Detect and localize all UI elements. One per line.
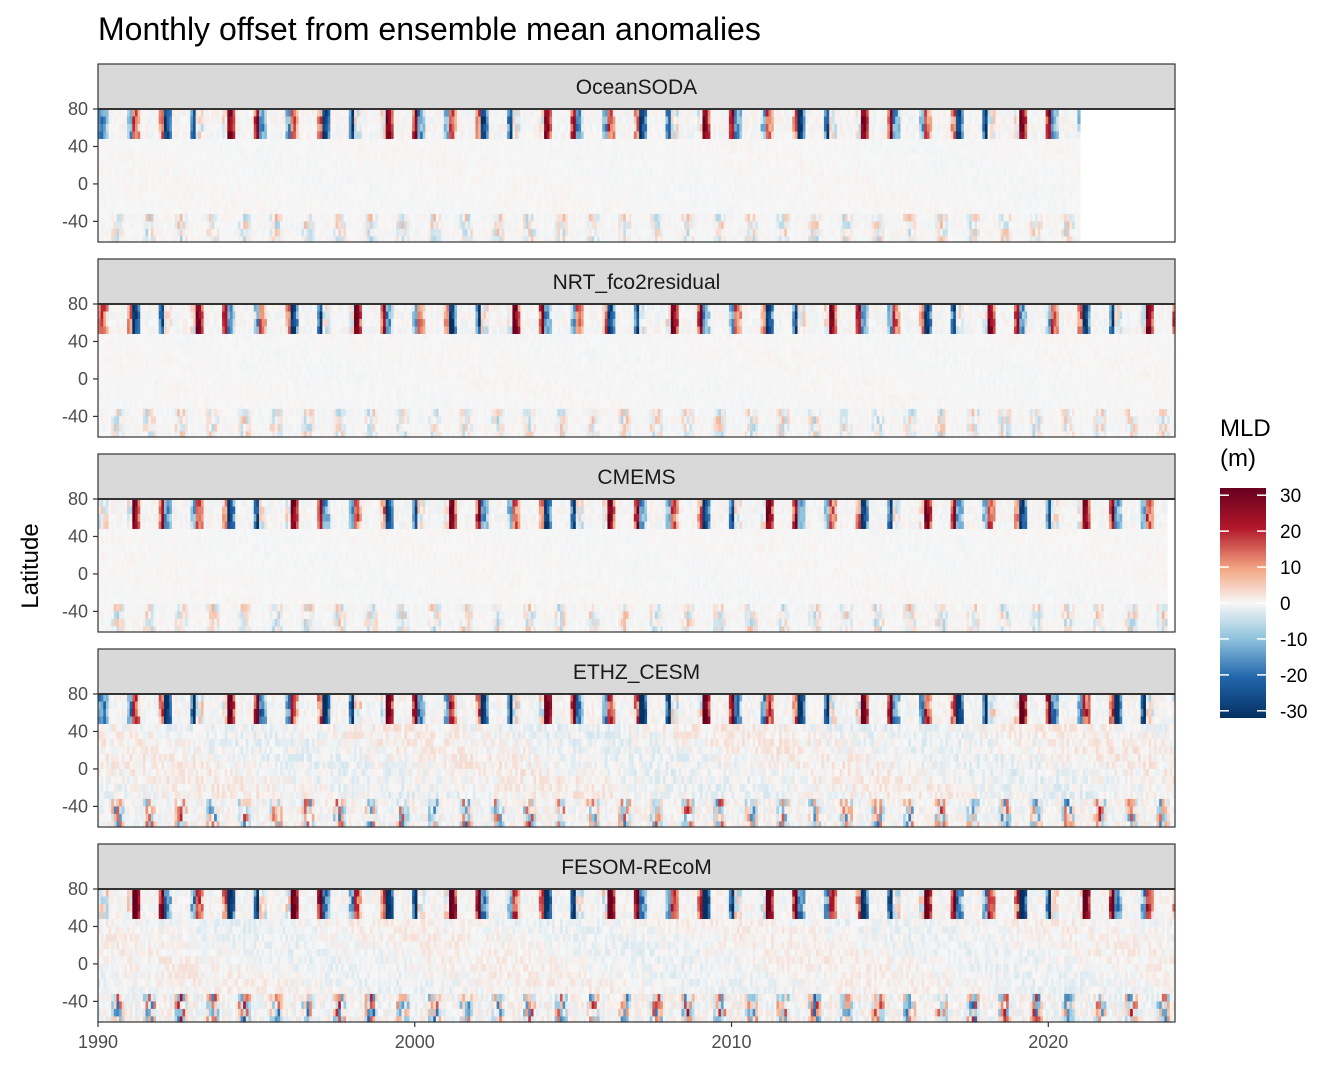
- y-tick-label: -40: [62, 601, 88, 621]
- y-tick-label: 40: [68, 526, 88, 546]
- x-tick-label: 1990: [78, 1032, 118, 1052]
- y-tick-label: 40: [68, 136, 88, 156]
- y-tick-label: 80: [68, 489, 88, 509]
- chart-title: Monthly offset from ensemble mean anomal…: [98, 11, 761, 47]
- x-tick-label: 2010: [712, 1032, 752, 1052]
- heatmap-cells: [98, 109, 1081, 243]
- facet-panel: CMEMS -40 0 40 80: [62, 453, 1176, 633]
- facet-panels: OceanSODA -40 0 40 80 NRT_fco2residual -40 0 40 8…: [62, 63, 1176, 1023]
- x-tick-label: 2000: [395, 1032, 435, 1052]
- legend-title-line1: MLD: [1220, 415, 1271, 442]
- heatmap-cells: [98, 499, 1168, 633]
- facet-strip: [97, 258, 1176, 305]
- facet-panel: OceanSODA -40 0 40 80: [62, 63, 1176, 243]
- y-tick-label: 80: [68, 879, 88, 899]
- color-legend: MLD (m) 30 20 10 0 -10 -20 -30: [1220, 415, 1307, 723]
- x-axis: 1990 2000 2010 2020: [78, 1022, 1068, 1052]
- facet-strip: [97, 63, 1176, 110]
- y-tick-label: -40: [62, 796, 88, 816]
- facet-strip-label: OceanSODA: [576, 76, 697, 99]
- facet-panel: FESOM-REcoM -40 0 40 80: [62, 843, 1176, 1023]
- y-tick-label: 80: [68, 684, 88, 704]
- y-tick-label: -40: [62, 991, 88, 1011]
- legend-tick-label: 20: [1280, 522, 1301, 543]
- legend-tick-label: 30: [1280, 486, 1301, 507]
- y-tick-label: 0: [78, 174, 88, 194]
- y-tick-label: 0: [78, 954, 88, 974]
- y-tick-label: 40: [68, 331, 88, 351]
- heatmap-cells: [98, 304, 1176, 438]
- y-tick-label: -40: [62, 211, 88, 231]
- y-tick-label: 80: [68, 99, 88, 119]
- y-tick-label: 0: [78, 369, 88, 389]
- y-tick-label: 80: [68, 294, 88, 314]
- facet-strip-label: ETHZ_CESM: [573, 661, 700, 684]
- facet-strip: [97, 453, 1176, 500]
- y-tick-label: 0: [78, 564, 88, 584]
- facet-strip-label: FESOM-REcoM: [561, 856, 712, 879]
- x-tick-label: 2020: [1028, 1032, 1068, 1052]
- legend-title-line2: (m): [1220, 445, 1256, 472]
- y-tick-label: 40: [68, 916, 88, 936]
- legend-tick-label: -10: [1280, 630, 1307, 651]
- facet-strip: [97, 843, 1176, 890]
- facet-strip-label: CMEMS: [597, 466, 675, 489]
- legend-tick-label: 0: [1280, 594, 1291, 615]
- facet-strip: [97, 648, 1176, 695]
- facet-panel: ETHZ_CESM -40 0 40 80: [62, 648, 1176, 828]
- y-tick-label: 40: [68, 721, 88, 741]
- legend-tick-label: -30: [1280, 702, 1307, 723]
- legend-tick-label: 10: [1280, 558, 1301, 579]
- heatmap-cells: [98, 694, 1176, 828]
- facet-strip-label: NRT_fco2residual: [553, 271, 721, 294]
- y-axis-title: Latitude: [17, 523, 44, 608]
- y-tick-label: -40: [62, 406, 88, 426]
- y-tick-label: 0: [78, 759, 88, 779]
- heatmap-cells: [98, 889, 1176, 1023]
- legend-tick-label: -20: [1280, 666, 1307, 687]
- facet-panel: NRT_fco2residual -40 0 40 80: [62, 258, 1176, 438]
